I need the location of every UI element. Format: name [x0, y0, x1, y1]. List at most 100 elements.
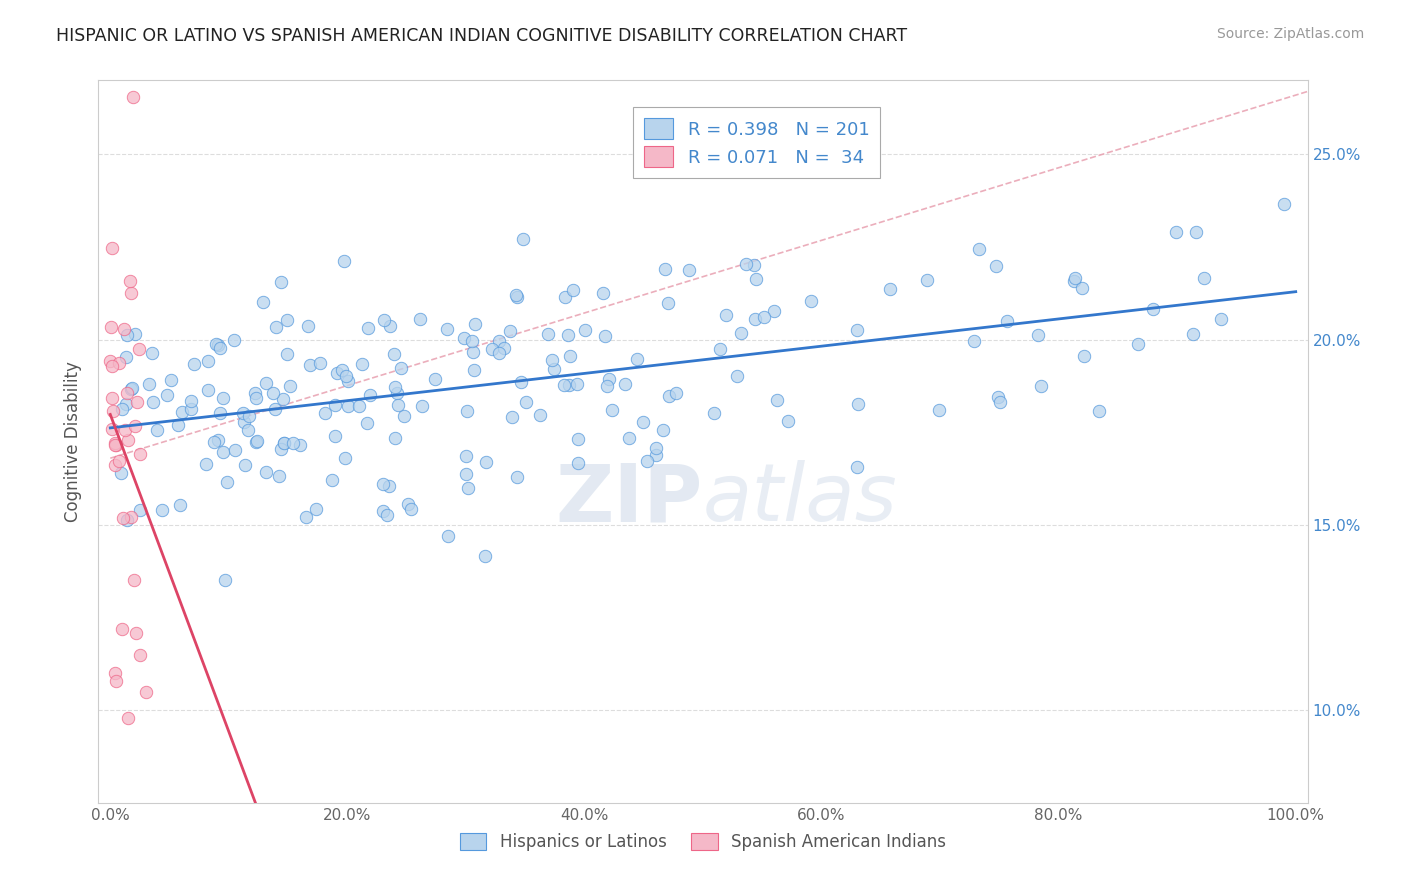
Point — [254, 465, 277, 479]
Point — [335, 368, 357, 383]
Point — [273, 436, 295, 450]
Point — [457, 481, 479, 495]
Point — [456, 467, 478, 482]
Point — [375, 508, 398, 523]
Point — [120, 382, 142, 396]
Point — [574, 323, 596, 337]
Text: ZIP: ZIP — [555, 460, 703, 539]
Point — [156, 387, 179, 401]
Point — [333, 450, 356, 465]
Point — [170, 405, 193, 419]
Point — [799, 293, 821, 308]
Point — [276, 347, 298, 361]
Point — [631, 415, 654, 429]
Point — [464, 317, 486, 331]
Point — [1029, 379, 1052, 393]
Point — [560, 349, 582, 363]
Point — [488, 334, 510, 348]
Point — [742, 258, 765, 272]
Point — [984, 260, 1007, 274]
Point — [475, 455, 498, 469]
Point — [103, 436, 125, 450]
Point — [100, 354, 122, 368]
Point — [238, 423, 260, 437]
Point — [207, 434, 229, 448]
Point — [436, 322, 458, 336]
Point — [745, 272, 768, 286]
Point — [567, 377, 589, 392]
Point — [1064, 271, 1087, 285]
Point — [217, 475, 239, 489]
Point — [122, 90, 145, 104]
Point — [146, 424, 169, 438]
Point — [114, 423, 136, 437]
Point — [233, 416, 256, 430]
Point — [245, 391, 267, 405]
Point — [561, 283, 583, 297]
Point — [120, 509, 142, 524]
Point — [104, 458, 127, 472]
Point — [995, 314, 1018, 328]
Point — [100, 319, 122, 334]
Point — [453, 331, 475, 345]
Point — [245, 435, 267, 450]
Point — [917, 273, 939, 287]
Point — [169, 498, 191, 512]
Point — [626, 351, 648, 366]
Point — [387, 398, 409, 412]
Point — [332, 254, 354, 268]
Point — [987, 390, 1010, 404]
Point — [725, 368, 748, 383]
Point — [111, 622, 134, 636]
Point — [271, 392, 294, 407]
Point — [183, 357, 205, 371]
Point — [122, 574, 145, 588]
Point — [373, 477, 395, 491]
Point — [117, 434, 139, 448]
Point — [553, 378, 575, 392]
Point — [506, 290, 529, 304]
Point — [110, 466, 132, 480]
Point — [105, 673, 128, 688]
Point — [195, 457, 218, 471]
Point — [350, 357, 373, 371]
Point — [963, 334, 986, 348]
Point — [752, 310, 775, 325]
Text: atlas: atlas — [703, 460, 898, 539]
Point — [436, 529, 458, 543]
Point — [336, 400, 359, 414]
Point — [125, 395, 148, 409]
Point — [678, 263, 700, 277]
Point — [1070, 281, 1092, 295]
Point — [142, 395, 165, 409]
Y-axis label: Cognitive Disability: Cognitive Disability — [65, 361, 83, 522]
Point — [846, 396, 869, 410]
Point — [246, 434, 269, 449]
Point — [336, 374, 359, 388]
Point — [657, 296, 679, 310]
Point — [537, 326, 560, 341]
Point — [212, 445, 235, 459]
Point — [380, 318, 402, 333]
Point — [159, 373, 181, 387]
Point — [359, 388, 381, 402]
Point — [141, 346, 163, 360]
Point — [100, 392, 122, 406]
Point — [506, 470, 529, 484]
Point — [463, 345, 485, 359]
Point — [1026, 328, 1049, 343]
Point — [1181, 327, 1204, 342]
Point — [232, 406, 254, 420]
Point — [515, 395, 537, 409]
Point — [567, 456, 589, 470]
Point — [314, 406, 336, 420]
Point — [270, 275, 292, 289]
Point — [1211, 311, 1233, 326]
Point — [115, 350, 138, 364]
Point — [928, 402, 950, 417]
Point — [118, 275, 141, 289]
Point — [461, 334, 484, 348]
Point — [100, 241, 122, 255]
Point — [290, 438, 312, 452]
Point — [128, 502, 150, 516]
